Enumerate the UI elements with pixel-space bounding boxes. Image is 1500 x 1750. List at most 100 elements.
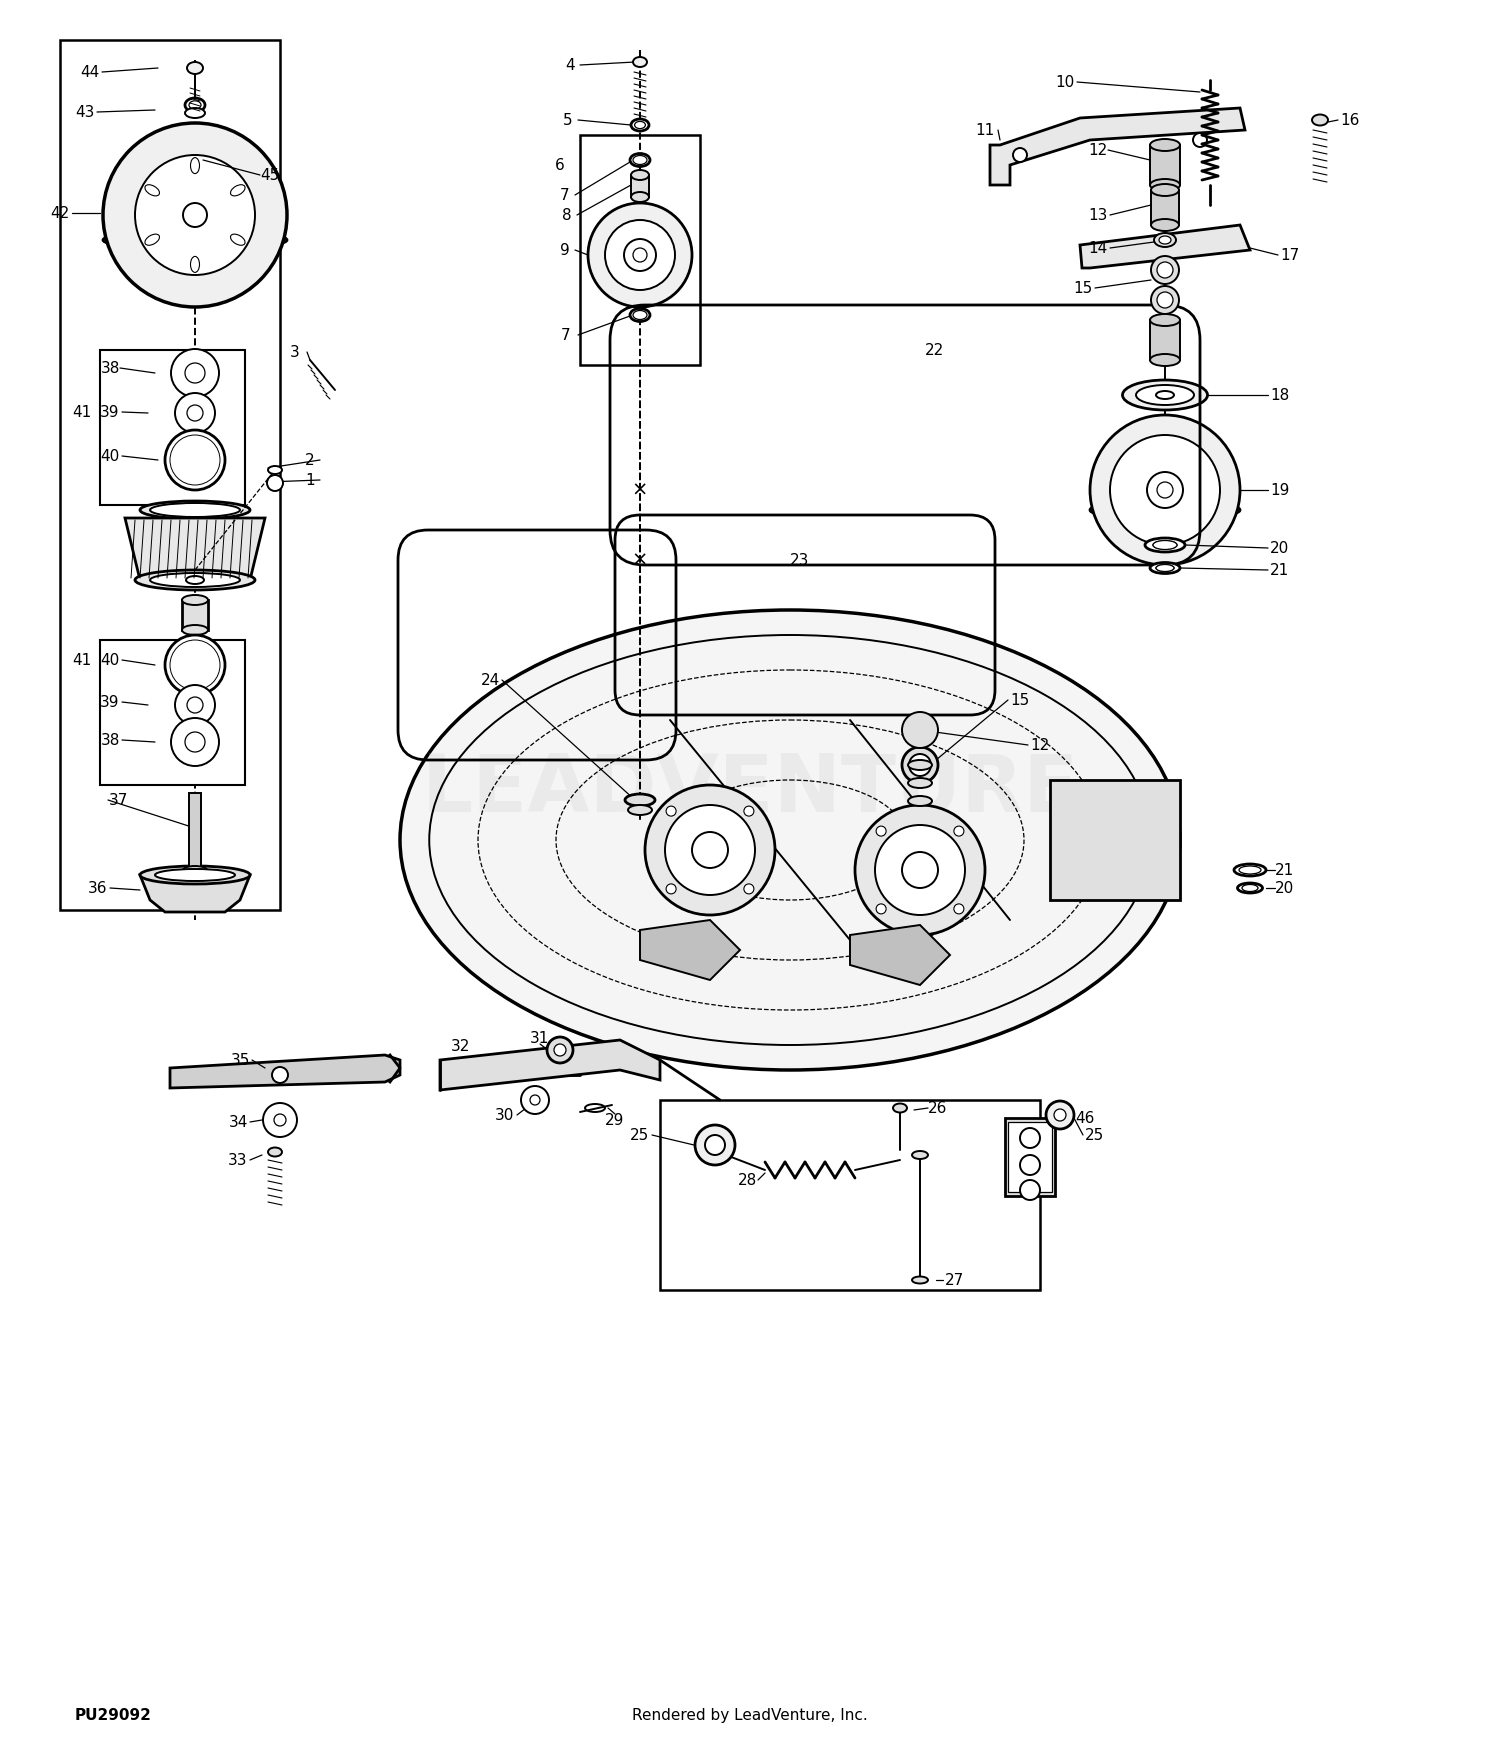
- Ellipse shape: [633, 310, 646, 320]
- Polygon shape: [140, 875, 250, 912]
- Polygon shape: [170, 1055, 400, 1088]
- Ellipse shape: [634, 121, 645, 128]
- Circle shape: [530, 1096, 540, 1104]
- Circle shape: [176, 394, 214, 432]
- Ellipse shape: [182, 625, 209, 635]
- Ellipse shape: [184, 108, 206, 117]
- Ellipse shape: [912, 1152, 928, 1158]
- Polygon shape: [1080, 226, 1250, 268]
- Bar: [1150, 191, 1179, 226]
- Circle shape: [855, 805, 986, 934]
- Circle shape: [183, 203, 207, 228]
- Ellipse shape: [1154, 541, 1178, 550]
- Circle shape: [186, 656, 204, 674]
- Text: 1: 1: [304, 473, 315, 488]
- Ellipse shape: [628, 805, 652, 816]
- Text: 5: 5: [562, 112, 573, 128]
- Circle shape: [1046, 1101, 1074, 1129]
- Text: 4: 4: [566, 58, 574, 72]
- Ellipse shape: [908, 779, 932, 788]
- Text: 36: 36: [88, 880, 108, 896]
- Text: 38: 38: [100, 733, 120, 747]
- Ellipse shape: [1122, 380, 1208, 410]
- Circle shape: [104, 123, 286, 306]
- Text: 18: 18: [1270, 387, 1290, 402]
- Polygon shape: [640, 920, 740, 980]
- Ellipse shape: [104, 229, 286, 250]
- Circle shape: [1054, 1110, 1066, 1122]
- Text: 8: 8: [562, 208, 572, 222]
- Text: 46: 46: [1076, 1111, 1095, 1125]
- Circle shape: [184, 362, 206, 383]
- Ellipse shape: [1154, 233, 1176, 247]
- Ellipse shape: [1090, 500, 1240, 520]
- Ellipse shape: [908, 796, 932, 807]
- Circle shape: [165, 430, 225, 490]
- Text: 22: 22: [926, 343, 945, 357]
- Bar: [1008, 1122, 1052, 1192]
- Ellipse shape: [632, 192, 650, 201]
- Bar: [189, 793, 201, 868]
- Ellipse shape: [1238, 884, 1263, 892]
- Ellipse shape: [231, 234, 244, 245]
- Circle shape: [666, 884, 676, 894]
- Text: 7: 7: [561, 327, 572, 343]
- Bar: [660, 1101, 1040, 1290]
- Polygon shape: [124, 518, 266, 579]
- Ellipse shape: [908, 760, 932, 770]
- Text: 37: 37: [108, 793, 128, 807]
- Ellipse shape: [150, 502, 240, 516]
- Bar: [1150, 145, 1180, 186]
- Text: 20: 20: [1270, 541, 1290, 555]
- Text: 26: 26: [928, 1101, 948, 1115]
- Polygon shape: [1050, 780, 1180, 900]
- Text: 21: 21: [1270, 562, 1290, 578]
- Ellipse shape: [140, 866, 250, 884]
- Circle shape: [588, 203, 692, 306]
- Circle shape: [170, 436, 220, 485]
- Bar: [60, 40, 280, 910]
- Ellipse shape: [231, 186, 244, 196]
- Text: 45: 45: [261, 168, 279, 182]
- Circle shape: [520, 1087, 549, 1115]
- Ellipse shape: [1160, 236, 1172, 243]
- Ellipse shape: [268, 1148, 282, 1157]
- Circle shape: [624, 240, 656, 271]
- Text: 16: 16: [1341, 112, 1359, 128]
- Text: 38: 38: [100, 360, 120, 376]
- Circle shape: [902, 747, 938, 782]
- Text: 25: 25: [1086, 1127, 1104, 1143]
- Ellipse shape: [154, 870, 236, 880]
- Ellipse shape: [186, 576, 204, 584]
- Text: 21: 21: [1275, 863, 1294, 877]
- Text: 11: 11: [975, 123, 994, 138]
- Circle shape: [186, 452, 204, 469]
- Circle shape: [633, 248, 646, 262]
- Text: 34: 34: [228, 1115, 248, 1129]
- Text: 29: 29: [606, 1113, 624, 1127]
- Bar: [580, 135, 700, 366]
- Text: 25: 25: [630, 1127, 650, 1143]
- Text: 13: 13: [1089, 208, 1107, 222]
- Text: 30: 30: [495, 1108, 514, 1122]
- Circle shape: [176, 439, 214, 480]
- Text: 15: 15: [1011, 693, 1029, 707]
- Text: 14: 14: [1089, 240, 1107, 256]
- Text: 35: 35: [231, 1052, 249, 1068]
- Ellipse shape: [182, 595, 209, 605]
- Ellipse shape: [183, 866, 207, 873]
- Circle shape: [1020, 1129, 1040, 1148]
- Text: 10: 10: [1056, 75, 1074, 89]
- Polygon shape: [440, 1040, 660, 1090]
- Ellipse shape: [626, 794, 656, 807]
- Circle shape: [1020, 1155, 1040, 1174]
- Bar: [1150, 320, 1180, 360]
- Ellipse shape: [1150, 219, 1179, 231]
- Circle shape: [1156, 292, 1173, 308]
- Ellipse shape: [268, 466, 282, 474]
- Text: LEADVENTURE: LEADVENTURE: [422, 751, 1078, 830]
- Ellipse shape: [633, 58, 646, 66]
- Text: 2: 2: [304, 453, 315, 467]
- Circle shape: [135, 156, 255, 275]
- Ellipse shape: [190, 257, 200, 273]
